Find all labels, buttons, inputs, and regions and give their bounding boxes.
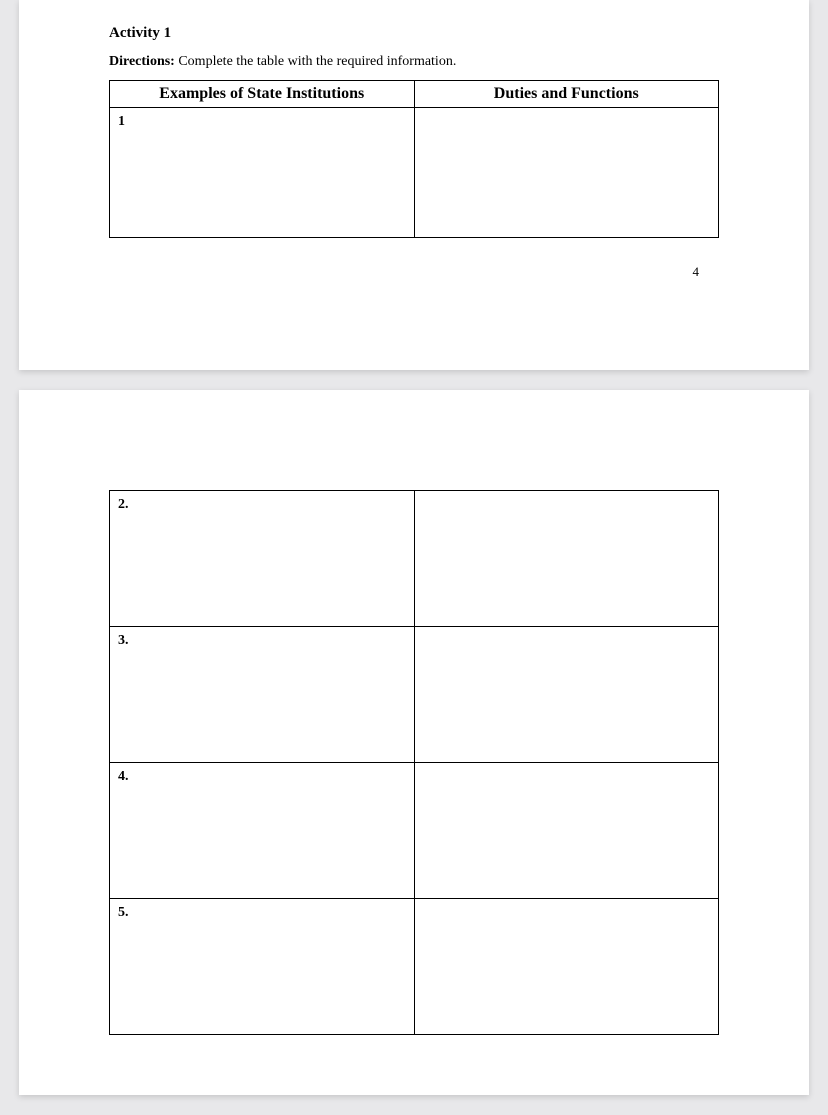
table-row: 2. [110, 491, 719, 627]
directions-text: Complete the table with the required inf… [175, 54, 456, 69]
table-row: 4. [110, 763, 719, 899]
table-row: 5. [110, 899, 719, 1035]
row-number: 1 [118, 114, 125, 129]
cell-examples: 2. [110, 491, 415, 627]
cell-examples: 3. [110, 627, 415, 763]
table-row: 3. [110, 627, 719, 763]
row-number: 4. [118, 769, 129, 784]
header-duties: Duties and Functions [414, 81, 719, 108]
directions-label: Directions: [109, 54, 175, 69]
institutions-table-page2: 2. 3. 4. [109, 490, 719, 1035]
header-examples: Examples of State Institutions [110, 81, 415, 108]
directions-line: Directions: Complete the table with the … [109, 54, 719, 70]
institutions-table-page1: Examples of State Institutions Duties an… [109, 80, 719, 238]
row-number: 3. [118, 633, 129, 648]
page-number: 4 [693, 264, 700, 280]
page-spacer [109, 238, 719, 298]
table-header-row: Examples of State Institutions Duties an… [110, 81, 719, 108]
activity-title: Activity 1 [109, 25, 719, 42]
cell-examples: 4. [110, 763, 415, 899]
cell-duties [414, 627, 719, 763]
cell-duties [414, 763, 719, 899]
cell-duties [414, 491, 719, 627]
cell-duties [414, 899, 719, 1035]
row-number: 2. [118, 497, 129, 512]
document-page-1: Activity 1 Directions: Complete the tabl… [19, 0, 809, 370]
cell-duties [414, 108, 719, 238]
cell-examples: 5. [110, 899, 415, 1035]
cell-examples: 1 [110, 108, 415, 238]
document-page-2: 2. 3. 4. [19, 390, 809, 1095]
table-row: 1 [110, 108, 719, 238]
row-number: 5. [118, 905, 129, 920]
